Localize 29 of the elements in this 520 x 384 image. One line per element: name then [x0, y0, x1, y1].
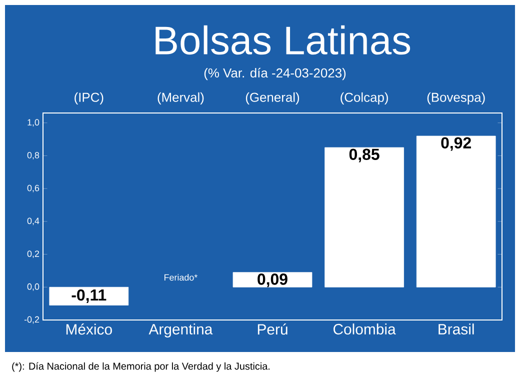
- y-tick-label: 0,0: [27, 283, 40, 291]
- y-tick-label: 0,8: [27, 152, 40, 160]
- bar: [49, 286, 129, 306]
- y-tick-label: 1,0: [28, 119, 40, 127]
- data-label: 0,85: [349, 148, 380, 162]
- text: (Colcap): [340, 92, 388, 104]
- x-tick-label: Perú: [258, 324, 288, 335]
- x-tick-label: Colombia: [334, 324, 396, 334]
- text: (*): Día Nacional de la Memoria por la Verdad y la Justicia.: [12, 362, 270, 372]
- y-tick-label: 0,2: [27, 250, 40, 258]
- data-label: 0,09: [258, 274, 288, 288]
- chart-title: Bolsas Latinas: [156, 25, 410, 55]
- y-tick-label: 0,6: [27, 184, 40, 192]
- bar: [324, 147, 404, 288]
- y-tick-label: -0,2: [24, 316, 40, 324]
- text: (IPC): [74, 92, 104, 104]
- text: (General): [246, 92, 300, 104]
- x-tick-label: Argentina: [148, 324, 213, 338]
- data-label: 0,92: [441, 137, 471, 151]
- data-label: -0,11: [72, 289, 106, 303]
- text: (Merval): [158, 92, 204, 104]
- x-tick-label: Brasil: [438, 324, 474, 334]
- y-tick-label: 0,4: [27, 218, 40, 226]
- annotation: Feriado*: [164, 274, 198, 281]
- bar: [416, 136, 496, 288]
- text: (Bovespa): [427, 92, 485, 104]
- bar: [232, 272, 312, 288]
- x-tick-label: México: [66, 324, 112, 335]
- chart-subtitle: (% Var. día -24-03-2023): [204, 68, 346, 80]
